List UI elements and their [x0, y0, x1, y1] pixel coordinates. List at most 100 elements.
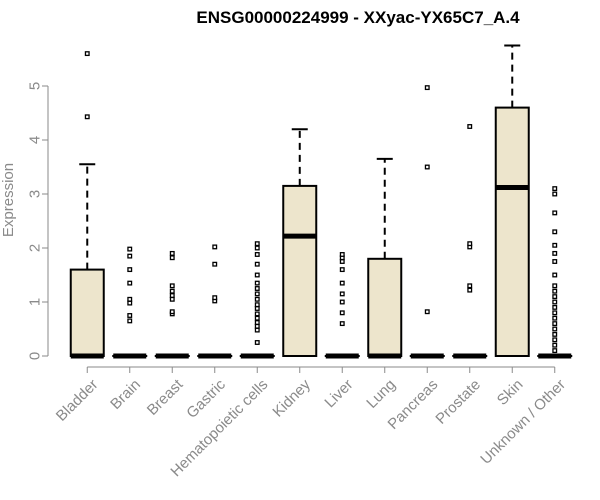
outlier-point — [467, 287, 473, 293]
outlier-point — [467, 241, 473, 247]
outlier-point — [339, 299, 345, 305]
outlier-point — [254, 261, 260, 267]
outlier-point — [552, 337, 558, 343]
x-tick-label: Bladder — [53, 376, 102, 425]
outlier-point — [552, 299, 558, 305]
outlier-point — [552, 210, 558, 216]
outlier-point — [127, 246, 133, 252]
outlier-point — [84, 114, 90, 120]
outlier-point — [552, 259, 558, 264]
outlier-point — [212, 295, 218, 301]
box-iqr — [494, 106, 530, 357]
outlier-point — [254, 323, 260, 329]
outlier-point — [552, 342, 558, 348]
x-tick-label: Liver — [321, 376, 356, 411]
outlier-point — [127, 300, 133, 306]
outlier-point — [84, 51, 90, 57]
box-iqr — [367, 257, 403, 357]
x-tick-label: Lung — [363, 376, 399, 412]
outlier-point — [552, 229, 558, 235]
box-group — [69, 51, 105, 359]
outlier-point — [254, 311, 260, 317]
outlier-point — [254, 315, 260, 321]
outlier-point — [424, 164, 430, 170]
y-tick-label: 3 — [27, 190, 44, 198]
outlier-point — [169, 250, 175, 256]
y-tick-label: 4 — [27, 136, 44, 144]
outlier-point — [254, 320, 260, 325]
outlier-point — [127, 318, 133, 324]
outlier-point — [254, 245, 260, 251]
box-group — [494, 44, 530, 357]
outlier-point — [552, 250, 558, 256]
box-iqr — [282, 184, 318, 357]
outlier-point — [169, 293, 175, 298]
box-group — [367, 157, 403, 359]
boxes-layer — [69, 44, 573, 359]
outlier-point — [254, 302, 260, 308]
outlier-point — [212, 261, 218, 267]
outlier-point — [552, 348, 558, 354]
outlier-point — [552, 326, 558, 332]
box-group — [282, 128, 318, 357]
outlier-point — [254, 252, 260, 257]
outlier-point — [127, 313, 133, 318]
outlier-point — [254, 291, 260, 297]
box-group — [324, 252, 360, 359]
outlier-point — [127, 267, 133, 273]
y-tick-label: 1 — [27, 298, 44, 306]
outlier-point — [339, 252, 345, 257]
outlier-point — [127, 280, 133, 286]
outlier-point — [339, 291, 345, 297]
box-group — [112, 246, 148, 359]
y-axis: 0 1 2 3 4 5 — [27, 82, 49, 360]
outlier-point — [552, 191, 558, 197]
outlier-point — [339, 280, 345, 286]
y-tick-label: 0 — [27, 352, 44, 360]
outlier-point — [467, 124, 473, 129]
outlier-point — [339, 267, 345, 273]
outlier-point — [552, 315, 558, 321]
outlier-point — [552, 288, 558, 294]
outlier-point — [127, 296, 133, 302]
box-group — [409, 85, 445, 359]
y-axis-label: Expression — [0, 163, 17, 237]
outlier-point — [254, 280, 260, 286]
outlier-point — [254, 296, 260, 302]
box-group — [197, 244, 233, 359]
outlier-point — [127, 253, 133, 259]
box-iqr — [69, 268, 105, 358]
outlier-point — [552, 186, 558, 192]
outlier-point — [552, 304, 558, 310]
outlier-point — [552, 321, 558, 327]
outlier-point — [339, 259, 345, 264]
outlier-point — [552, 272, 558, 278]
outlier-point — [552, 310, 558, 316]
outlier-point — [552, 242, 558, 248]
x-tick-label: Kidney — [269, 376, 314, 421]
outlier-point — [254, 272, 260, 278]
outlier-point — [424, 85, 430, 91]
outlier-point — [169, 288, 175, 294]
outlier-point — [552, 294, 558, 300]
outlier-point — [169, 296, 175, 302]
box-group — [154, 250, 190, 359]
x-tick-label: Prostate — [432, 376, 484, 428]
x-tick-label: Brain — [107, 376, 144, 413]
outlier-point — [424, 309, 430, 315]
outlier-point — [552, 331, 558, 337]
outlier-point — [169, 255, 175, 261]
x-tick-label: Breast — [144, 376, 187, 419]
outlier-point — [212, 244, 218, 250]
outlier-point — [467, 283, 473, 289]
box-group — [239, 241, 275, 359]
outlier-point — [552, 283, 558, 289]
outlier-point — [254, 340, 260, 345]
y-tick-label: 2 — [27, 244, 44, 252]
outlier-point — [254, 327, 260, 333]
outlier-point — [254, 286, 260, 291]
outlier-point — [169, 283, 175, 289]
box-group — [537, 186, 573, 359]
